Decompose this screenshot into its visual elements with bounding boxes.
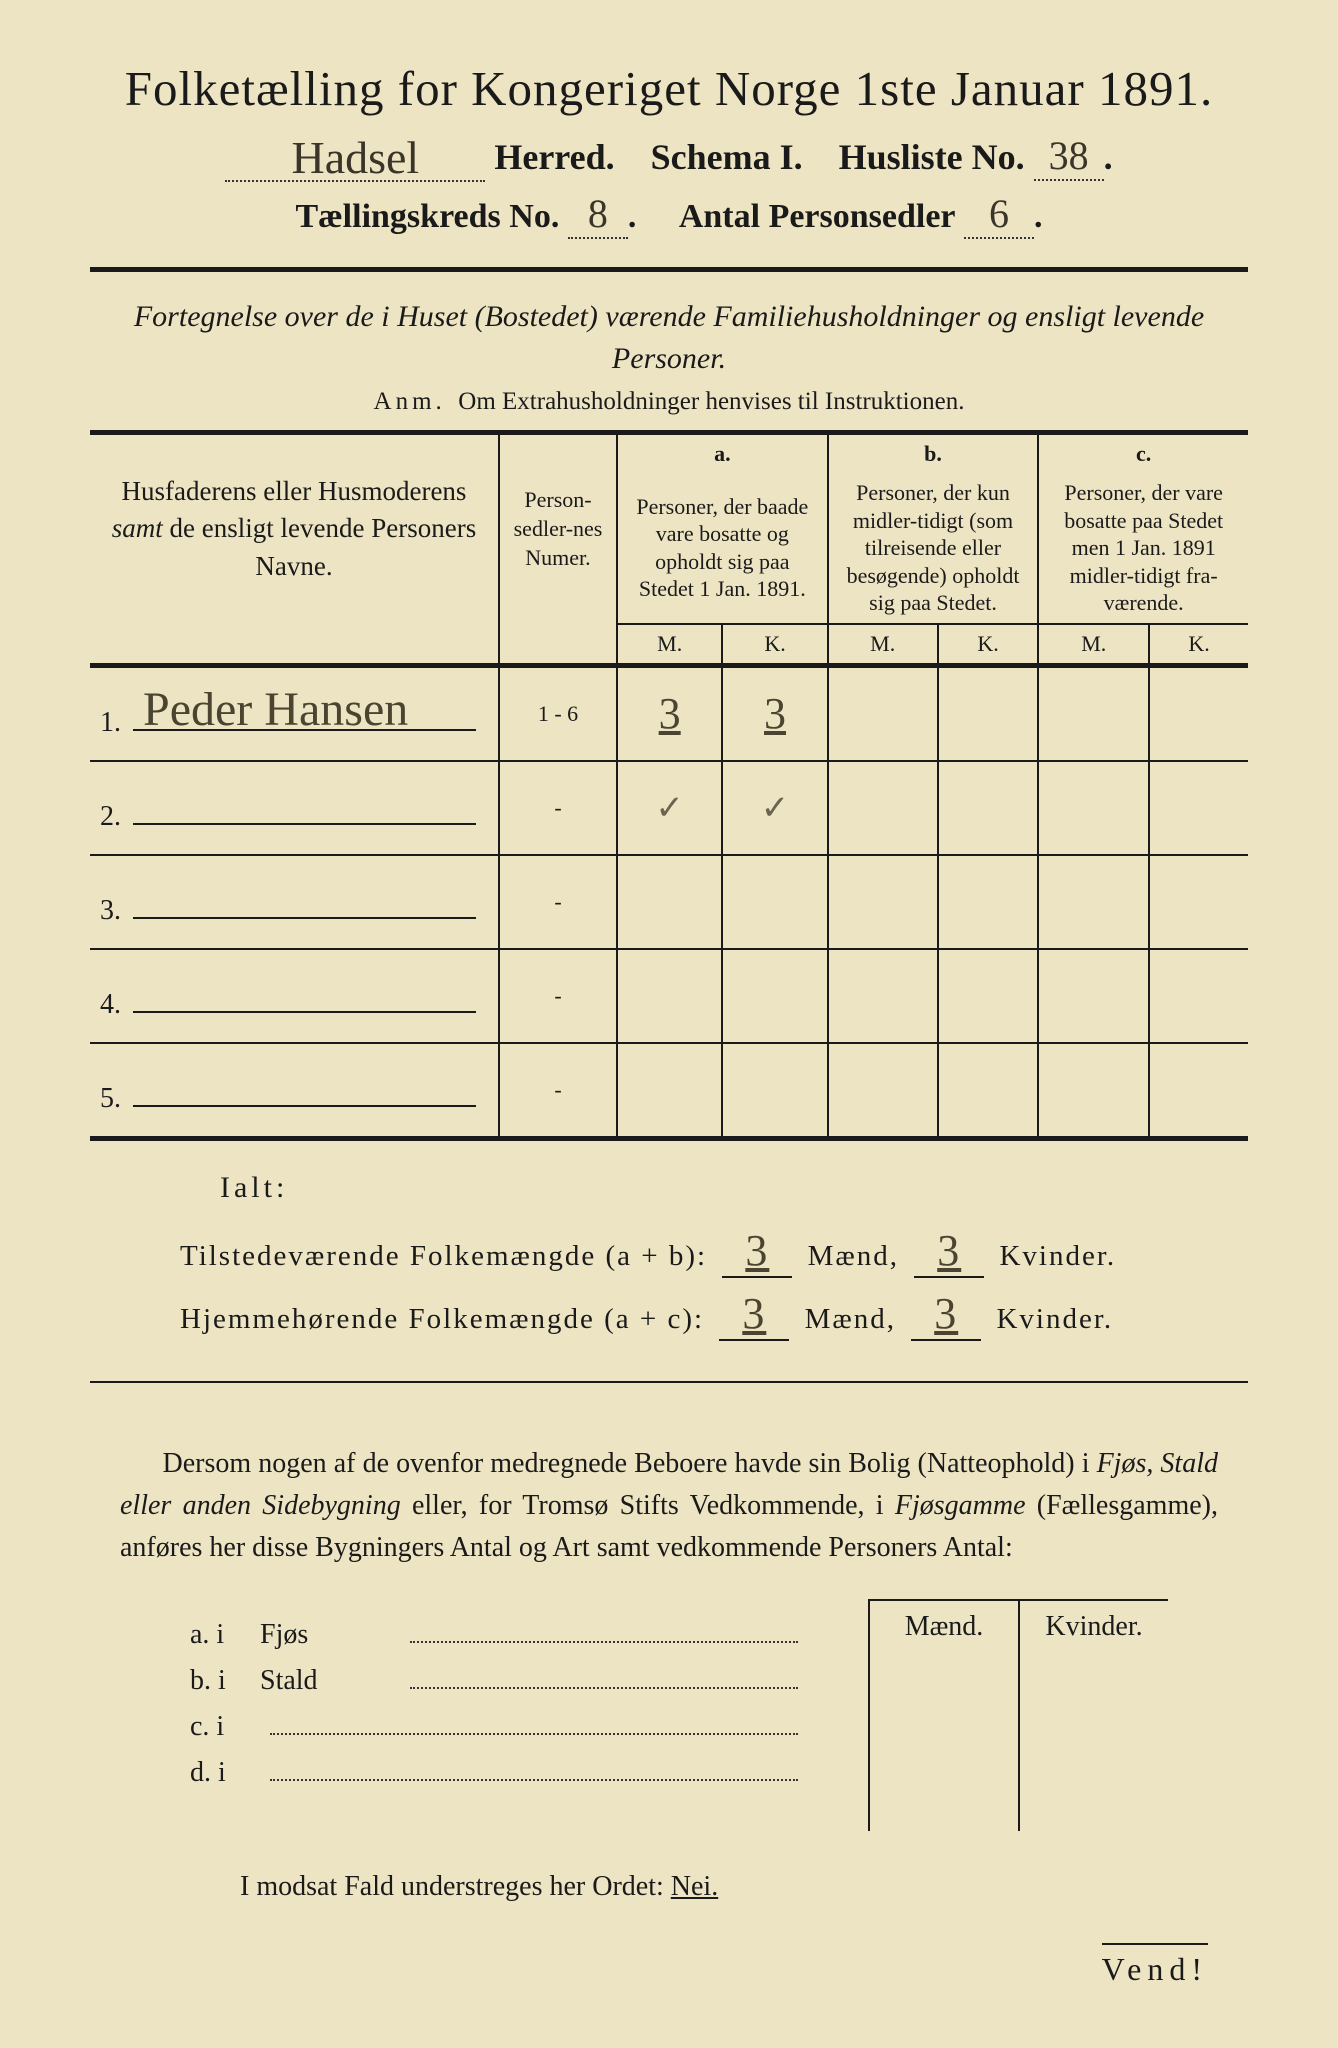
divider (90, 267, 1248, 272)
count-am: 3 (659, 689, 681, 738)
table-row: 5. - (90, 1043, 1248, 1136)
tilstede-k: 3 (937, 1226, 961, 1275)
table-row: 3. - (90, 855, 1248, 949)
person-num: 1 - 6 (499, 668, 617, 761)
m-label: M. (617, 624, 722, 663)
divider (90, 1136, 1248, 1141)
husliste-label: Husliste No. (839, 137, 1025, 177)
building-list: a. iFjøs b. iStald c. i d. i (190, 1619, 808, 1789)
colb-top: b. (828, 435, 1039, 473)
hjemme-k: 3 (934, 1289, 958, 1338)
table-row: 2. - ✓ ✓ (90, 761, 1248, 855)
antal-val: 6 (989, 191, 1009, 236)
kreds-label: Tællingskreds No. (295, 198, 559, 235)
herred-name: Hadsel (291, 132, 419, 183)
nei-word: Nei. (671, 1871, 718, 1902)
count-ak: 3 (764, 689, 786, 738)
col1-header: Husfaderens eller Husmoderens samt de en… (90, 435, 499, 624)
herred-label: Herred. (494, 137, 614, 177)
m-label: M. (828, 624, 938, 663)
check-mark: ✓ (761, 790, 790, 827)
person-name: Peder Hansen (143, 682, 408, 737)
kreds-no: 8 (588, 191, 608, 236)
anm-note: Anm. Anm. Om Extrahusholdninger henvises… (90, 388, 1248, 416)
m-label: M. (1038, 624, 1149, 663)
tilstede-m: 3 (745, 1226, 769, 1275)
divider (90, 1381, 1248, 1383)
k-label: K. (938, 624, 1039, 663)
paragraph: Dersom nogen af de ovenfor medregnede Be… (120, 1443, 1218, 1569)
table-row: 4. - (90, 949, 1248, 1043)
census-form-page: Folketælling for Kongeriget Norge 1ste J… (0, 0, 1338, 2048)
description: Fortegnelse over de i Huset (Bostedet) v… (90, 296, 1248, 380)
subtitle-row-2: Tællingskreds No. 8. Antal Personsedler … (90, 190, 1248, 239)
page-title: Folketælling for Kongeriget Norge 1ste J… (90, 60, 1248, 117)
nei-line: I modsat Fald understreges her Ordet: Ne… (240, 1871, 1248, 1903)
tilstede-row: Tilstedeværende Folkemængde (a + b): 3 M… (180, 1225, 1248, 1278)
maend-col-label: Mænd. (870, 1601, 1018, 1831)
colb-header: Personer, der kun midler-tidigt (som til… (828, 473, 1039, 624)
hjemme-m: 3 (742, 1289, 766, 1338)
colc-header: Personer, der vare bosatte paa Stedet me… (1038, 473, 1248, 624)
cola-top: a. (617, 435, 828, 473)
table-row: 1.Peder Hansen 1 - 6 3 3 (90, 668, 1248, 761)
colc-top: c. (1038, 435, 1248, 473)
k-label: K. (1149, 624, 1248, 663)
subtitle-row-1: Hadsel Herred. Schema I. Husliste No. 38… (90, 127, 1248, 182)
hjemme-row: Hjemmehørende Folkemængde (a + c): 3 Mæn… (180, 1288, 1248, 1341)
k-label: K. (722, 624, 827, 663)
household-table: Husfaderens eller Husmoderens samt de en… (90, 435, 1248, 1136)
col2-header: Person-sedler-nes Numer. (499, 435, 617, 624)
cola-header: Personer, der baade vare bosatte og opho… (617, 473, 828, 624)
list-item: c. i (190, 1711, 808, 1743)
vend-label: Vend! (1102, 1943, 1208, 1988)
check-mark: ✓ (655, 790, 684, 827)
kvinder-col-label: Kvinder. (1018, 1601, 1168, 1831)
list-item: a. iFjøs (190, 1619, 808, 1651)
ialt-label: Ialt: (220, 1171, 1248, 1205)
list-item: b. iStald (190, 1665, 808, 1697)
list-item: d. i (190, 1757, 808, 1789)
schema-label: Schema I. (651, 137, 803, 177)
antal-label: Antal Personsedler (679, 198, 956, 235)
husliste-no: 38 (1049, 133, 1089, 178)
